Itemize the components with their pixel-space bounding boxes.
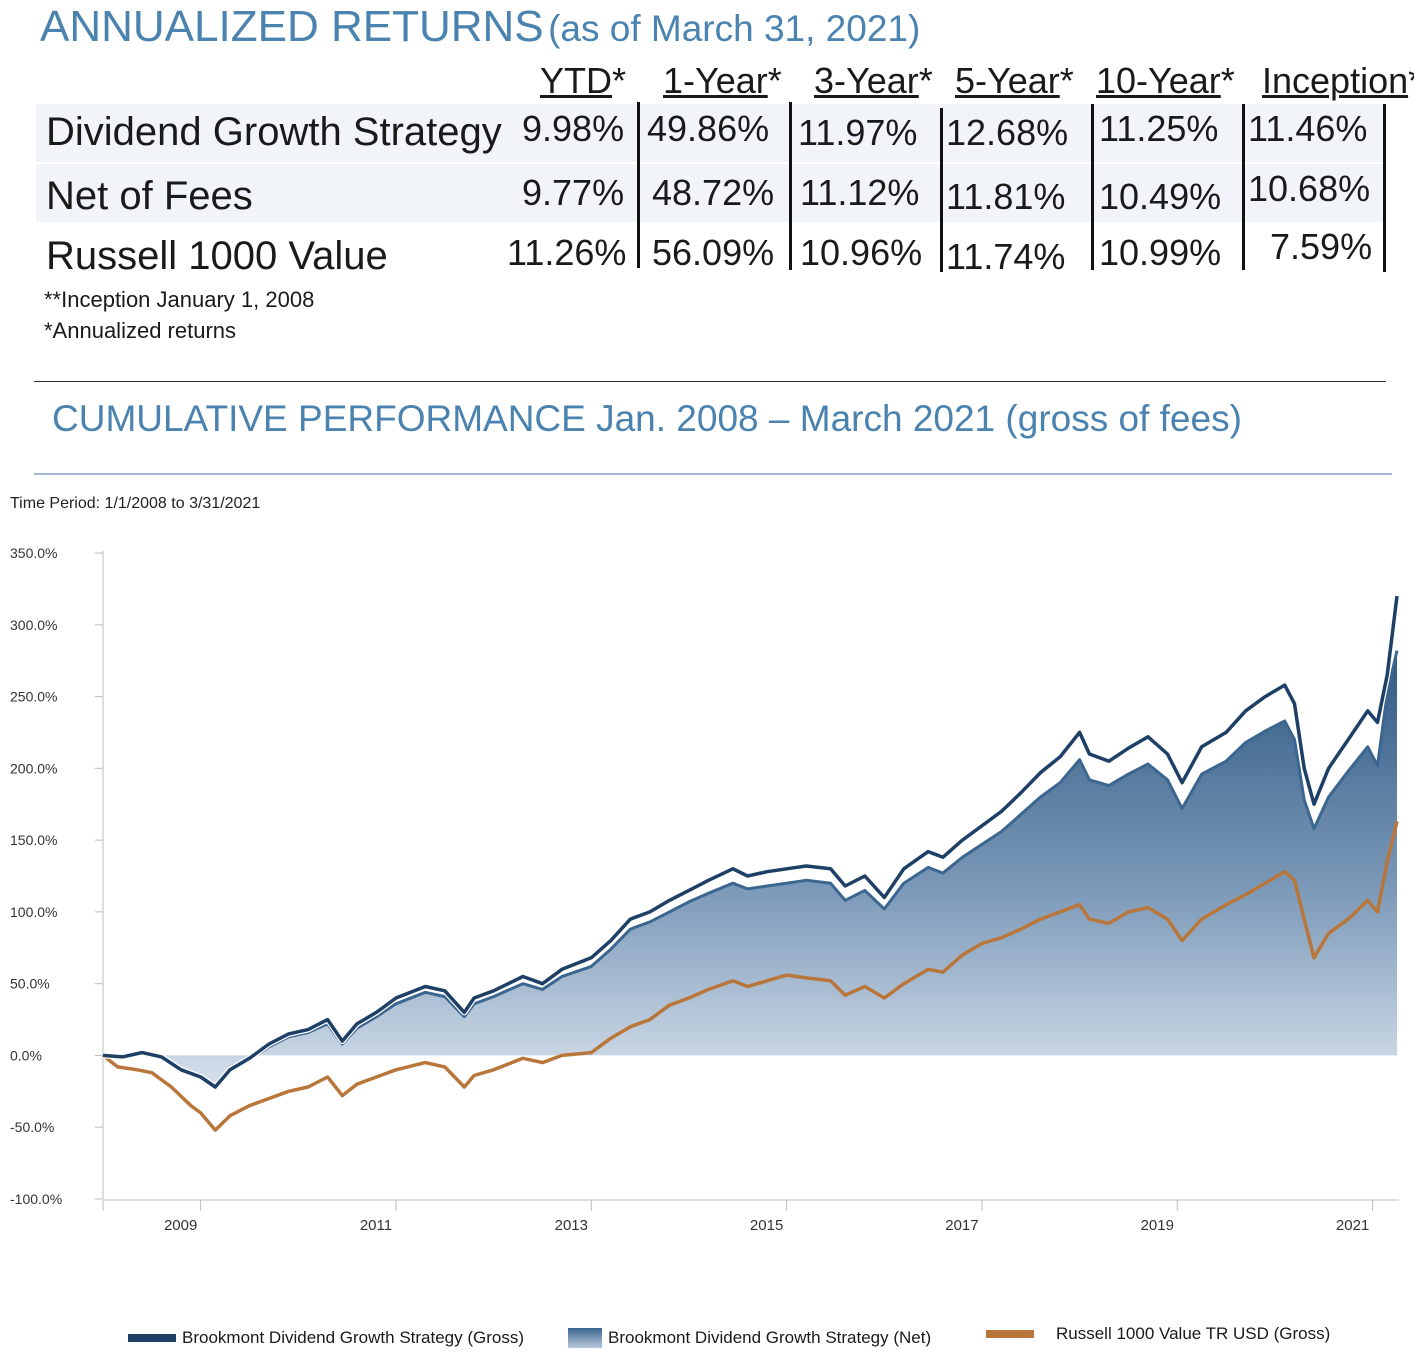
legend-swatch-net <box>568 1328 602 1348</box>
column-divider <box>940 108 943 272</box>
y-tick-label: 150.0% <box>10 832 57 848</box>
legend-swatch-russell <box>986 1330 1034 1338</box>
y-tick-label: 300.0% <box>10 617 57 633</box>
column-header-10-year: 10-Year* <box>1096 60 1235 102</box>
column-header-suffix: * <box>767 60 782 101</box>
legend-item-net: Brookmont Dividend Growth Strategy (Net) <box>568 1328 931 1348</box>
x-tick-label: 2013 <box>555 1217 588 1230</box>
returns-title-date: (as of March 31, 2021) <box>548 8 921 49</box>
legend-label-gross: Brookmont Dividend Growth Strategy (Gros… <box>182 1328 525 1347</box>
cell-value: 10.96% <box>800 232 923 273</box>
cell-value: 11.26% <box>507 232 627 273</box>
series-gross-line <box>102 595 1399 1089</box>
row-band <box>36 104 1384 162</box>
column-header-ytd: YTD* <box>540 60 626 102</box>
column-header-3-year: 3-Year* <box>814 60 933 102</box>
y-tick-label: 200.0% <box>10 760 57 776</box>
column-divider <box>637 102 640 268</box>
cell-value: 9.77% <box>522 172 625 213</box>
section-divider <box>34 381 1386 382</box>
column-header-label: 5-Year <box>955 60 1060 101</box>
cell-value: 11.46% <box>1248 108 1368 149</box>
column-divider <box>1383 104 1386 272</box>
x-tick-label: 2009 <box>164 1217 197 1230</box>
row-band <box>36 164 1384 222</box>
x-tick-label: 2015 <box>750 1217 783 1230</box>
x-tick-label: 2019 <box>1141 1217 1174 1230</box>
cell-value: 11.74% <box>946 236 1066 277</box>
y-axis: 350.0% 300.0% 250.0% 200.0% 150.0% 100.0% 50.0… <box>10 545 104 1207</box>
column-header-1-year: 1-Year* <box>663 60 782 102</box>
footnote-inception: **Inception January 1, 2008 <box>44 287 315 312</box>
series-layer <box>101 595 1400 1132</box>
footnote-annualized: *Annualized returns <box>44 318 237 343</box>
cell-value: 49.86% <box>647 108 770 149</box>
cell-value: 9.98% <box>522 108 625 149</box>
y-tick-label: -50.0% <box>10 1119 54 1135</box>
y-tick-label: -100.0% <box>10 1191 62 1207</box>
returns-title: ANNUALIZED RETURNS (as of March 31, 2021… <box>40 2 920 52</box>
cell-value: 10.99% <box>1099 232 1222 273</box>
column-header-label: YTD <box>540 60 612 101</box>
section-divider <box>34 473 1392 475</box>
cell-value: 11.97% <box>798 112 918 153</box>
y-tick-label: 350.0% <box>10 545 57 561</box>
series-russell-line <box>101 820 1399 1132</box>
cell-value: 11.81% <box>946 176 1066 217</box>
performance-title: CUMULATIVE PERFORMANCE Jan. 2008 – March… <box>52 398 1242 439</box>
column-header-suffix: * <box>1059 60 1074 101</box>
legend-swatch-gross <box>128 1334 176 1342</box>
column-divider <box>1091 104 1094 270</box>
y-tick-label: 250.0% <box>10 689 57 705</box>
column-header-suffix: * <box>612 60 627 101</box>
column-header-label: 3-Year <box>814 60 919 101</box>
y-tick-label: 100.0% <box>10 904 57 920</box>
legend-item-gross: Brookmont Dividend Growth Strategy (Gros… <box>128 1328 524 1348</box>
row-label-net-of-fees: Net of Fees <box>46 174 253 218</box>
y-tick-label: 50.0% <box>10 976 50 992</box>
cell-value: 48.72% <box>652 172 775 213</box>
x-tick-label: 2017 <box>945 1217 978 1230</box>
cell-value: 10.49% <box>1099 176 1222 217</box>
column-divider <box>1242 104 1245 270</box>
column-header-label: Inception <box>1262 60 1409 101</box>
series-net-area <box>103 650 1397 1089</box>
cell-value: 7.59% <box>1270 226 1373 267</box>
chart-time-period: Time Period: 1/1/2008 to 3/31/2021 <box>10 495 261 512</box>
returns-title-main: ANNUALIZED RETURNS <box>40 2 544 51</box>
legend-label-russell: Russell 1000 Value TR USD (Gross) <box>1056 1324 1331 1343</box>
legend-label-net: Brookmont Dividend Growth Strategy (Net) <box>608 1328 932 1347</box>
row-label-russell-1000: Russell 1000 Value <box>46 234 388 278</box>
x-axis: 2009 2011 2013 2015 2017 2019 2021 <box>102 1199 1399 1230</box>
column-divider <box>789 102 792 270</box>
performance-chart: 350.0% 300.0% 250.0% 200.0% 150.0% 100.0% 50.0… <box>10 545 1400 1230</box>
series-net-line <box>102 650 1399 1090</box>
column-header-label: 10-Year <box>1096 60 1221 101</box>
x-tick-label: 2021 <box>1336 1217 1369 1230</box>
row-label-dividend-growth: Dividend Growth Strategy <box>46 110 502 154</box>
column-header-inception: Inception** <box>1262 60 1414 102</box>
cell-value: 11.25% <box>1099 108 1219 149</box>
x-tick-label: 2011 <box>360 1217 392 1230</box>
column-header-label: 1-Year <box>663 60 768 101</box>
column-header-suffix: ** <box>1408 60 1414 101</box>
column-header-suffix: * <box>918 60 933 101</box>
cell-value: 10.68% <box>1248 168 1371 209</box>
cell-value: 12.68% <box>946 112 1069 153</box>
column-header-suffix: * <box>1220 60 1235 101</box>
legend-item-russell: Russell 1000 Value TR USD (Gross) <box>986 1324 1330 1344</box>
cell-value: 56.09% <box>652 232 775 273</box>
y-tick-label: 0.0% <box>10 1047 42 1063</box>
column-header-5-year: 5-Year* <box>955 60 1074 102</box>
cell-value: 11.12% <box>800 172 920 213</box>
